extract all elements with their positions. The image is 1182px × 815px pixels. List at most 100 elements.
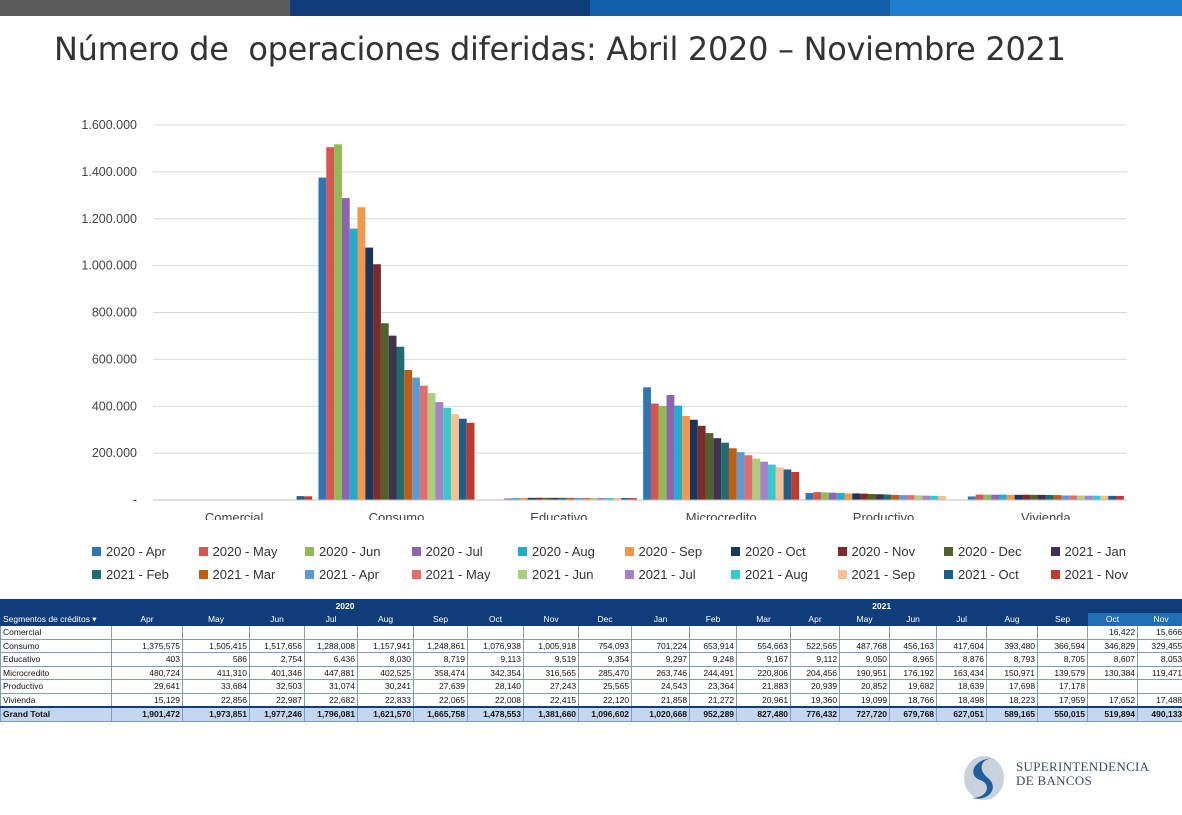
table-cell: 20,961	[736, 692, 792, 708]
page-title: Número de operaciones diferidas: Abril 2…	[54, 30, 1066, 68]
table-cell: 401,346	[249, 665, 305, 680]
table-total-cell: 1,096,602	[578, 706, 633, 722]
table-cell: 18,223	[986, 692, 1039, 708]
table-cell: 417,604	[936, 638, 988, 653]
table-cell: 402,525	[357, 665, 414, 680]
table-cell: 22,415	[522, 692, 580, 708]
legend-label: 2021 - Jan	[1064, 544, 1126, 559]
table-cell: 342,354	[467, 665, 524, 680]
y-tick-label: -	[133, 493, 137, 507]
table-corner-filter[interactable]: Segmentos de créditos ▾	[0, 612, 112, 626]
table-corner-blank	[0, 599, 112, 613]
bar	[419, 385, 428, 500]
legend-swatch	[92, 547, 101, 556]
table-cell: 33,684	[182, 679, 250, 694]
legend-item: 2020 - Sep	[624, 544, 703, 559]
table-cell	[578, 625, 633, 640]
bar	[844, 493, 853, 500]
table-month-header: Jun	[889, 612, 938, 626]
bar	[805, 493, 814, 500]
table-cell: 25,565	[578, 679, 633, 694]
table-cell: 19,360	[790, 692, 841, 708]
bar	[443, 407, 452, 500]
bar-chart: - 200.000 400.000 600.000 800.000 1.000.000 1.…	[81, 118, 1127, 520]
table-total-cell: 1,381,660	[522, 706, 580, 722]
table-cell: 21,272	[689, 692, 738, 708]
table-cell: 220,806	[736, 665, 792, 680]
table-month-header: Jun	[249, 612, 305, 626]
legend-item: 2021 - Jun	[518, 567, 593, 582]
bar	[930, 495, 939, 500]
legend-item: 2021 - Jan	[1050, 544, 1126, 559]
bar	[697, 425, 706, 500]
table-cell: 190,951	[839, 665, 891, 680]
legend-label: 2020 - Oct	[745, 544, 806, 559]
table-cell: 393,480	[986, 638, 1039, 653]
bar	[938, 495, 946, 500]
bar	[860, 493, 868, 500]
table-month-header: Oct	[1087, 612, 1139, 626]
table-cell: 32,503	[249, 679, 305, 694]
table-total-cell: 827,480	[736, 706, 792, 722]
table-cell: 1,288,008	[304, 638, 358, 653]
table-row-label: Consumo	[0, 638, 112, 653]
legend-label: 2020 - Jun	[319, 544, 381, 559]
legend-swatch	[837, 547, 847, 556]
table-cell: 1,517,656	[249, 638, 305, 653]
table-cell: 358,474	[413, 665, 468, 680]
bar	[1030, 494, 1039, 500]
table-cell: 27,243	[522, 679, 580, 694]
bar	[906, 495, 915, 500]
table-cell: 21,858	[631, 692, 691, 708]
superintendencia-logo: SUPERINTENDENCIA DE BANCOS	[958, 752, 1158, 802]
legend-swatch	[305, 570, 314, 579]
x-category-label: Educativo	[530, 510, 587, 520]
legend-swatch	[518, 547, 527, 556]
table-cell: 176,192	[889, 665, 938, 680]
table-row: Productivo 29,641 33,684 32,503 31,074 30,241…	[0, 679, 1182, 694]
table-total-cell: 1,973,851	[182, 706, 250, 722]
table-month-header: Nov	[1137, 612, 1182, 626]
legend-swatch	[92, 570, 101, 579]
table-month-header: Apr	[790, 612, 841, 626]
table-cell: 8,705	[1037, 652, 1089, 667]
table-cell: 15,129	[111, 692, 183, 708]
table-cell: 22,682	[304, 692, 358, 708]
table-cell: 316,565	[522, 665, 580, 680]
table-cell	[111, 625, 183, 640]
bar	[813, 492, 822, 500]
table-cell	[631, 625, 691, 640]
table-month-header: Aug	[357, 612, 414, 626]
legend-label: 2021 - Mar	[212, 567, 276, 582]
table-month-header: May	[182, 612, 250, 626]
table-cell: 263,746	[631, 665, 691, 680]
table-cell: 18,639	[936, 679, 988, 694]
bar	[341, 198, 350, 501]
table-cell	[790, 625, 841, 640]
bar	[1006, 494, 1015, 500]
table-month-header: May	[839, 612, 891, 626]
table-cell: 130,384	[1087, 665, 1139, 680]
table-cell: 24,543	[631, 679, 691, 694]
legend-swatch	[837, 570, 847, 579]
legend-label: 2020 - Sep	[638, 544, 703, 559]
legend-item: 2020 - Oct	[731, 544, 806, 559]
legend-item: 2021 - Sep	[837, 567, 915, 582]
legend-swatch	[1050, 547, 1060, 556]
table-cell: 22,987	[249, 692, 305, 708]
table-cell: 19,682	[889, 679, 938, 694]
bar	[852, 493, 861, 500]
table-row: Vivienda 15,129 22,856 22,987 22,682 22,833 22…	[0, 692, 1182, 708]
legend-label: 2021 - Oct	[958, 567, 1019, 582]
table-cell: 22,833	[357, 692, 414, 708]
legend-item: 2021 - Mar	[198, 567, 276, 582]
y-tick-label: 1.600.000	[81, 118, 137, 132]
table-cell	[889, 625, 938, 640]
legend-swatch	[731, 547, 740, 556]
bar	[404, 370, 413, 500]
legend-label: 2021 - May	[425, 567, 491, 582]
table-cell: 403	[111, 652, 183, 667]
table-cell	[467, 625, 524, 640]
top-bar-segment-lightblue	[890, 0, 1182, 16]
legend-item: 2021 - May	[411, 567, 491, 582]
